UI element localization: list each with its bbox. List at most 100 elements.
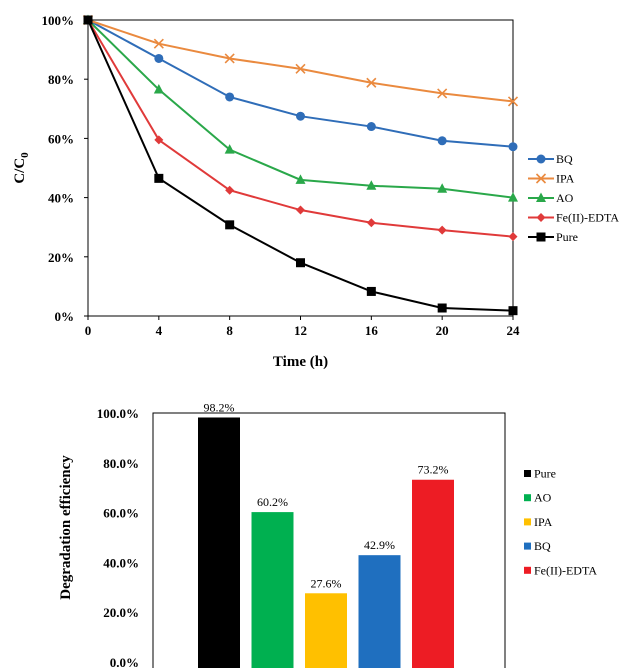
bar-AO [251, 512, 294, 668]
x-tick-label: 20 [436, 323, 449, 338]
bar-IPA [305, 593, 347, 668]
y-tick-label: 100% [42, 13, 75, 28]
data-point [296, 258, 305, 268]
data-point [437, 303, 447, 313]
legend-swatch [524, 470, 531, 477]
legend-item-BQ: BQ [524, 539, 551, 553]
series-line [87, 19, 514, 103]
data-point [437, 183, 448, 193]
data-point [366, 286, 376, 296]
data-label: 27.6% [311, 576, 342, 590]
legend-marker [535, 173, 547, 184]
data-point [154, 135, 164, 145]
x-tick-label: 4 [156, 323, 163, 338]
data-point [507, 96, 519, 107]
legend-label: Fe(II)-EDTA [534, 563, 597, 577]
legend-label: Pure [534, 467, 556, 481]
series-line [87, 19, 514, 238]
data-point [366, 218, 376, 228]
y-tick-label: 0% [55, 309, 75, 324]
data-point [437, 88, 448, 99]
legend-label: Fe(II)-EDTA [556, 211, 619, 225]
legend-marker [536, 192, 546, 202]
legend-label: IPA [534, 515, 553, 529]
data-label: 42.9% [364, 538, 395, 552]
data-point [225, 92, 235, 102]
legend-item-IPA: IPA [524, 515, 553, 529]
x-tick-label: 0 [85, 323, 92, 338]
x-tick-label: 24 [507, 323, 521, 338]
data-point [83, 15, 93, 25]
data-point [366, 77, 377, 88]
y-tick-label: 100.0% [97, 406, 139, 421]
y-axis-title-main: C/C [12, 158, 28, 184]
data-label: 98.2% [204, 400, 235, 414]
legend-marker [536, 213, 546, 222]
x-tick-label: 16 [365, 323, 379, 338]
legend-label: Pure [556, 230, 578, 244]
legend-swatch [524, 518, 531, 526]
data-point [508, 192, 518, 202]
legend-swatch [524, 494, 531, 502]
legend-item-Pure: Pure [528, 230, 578, 244]
plot-frame [87, 19, 514, 317]
data-point [366, 122, 376, 132]
plot-frame [152, 412, 506, 668]
data-point [153, 84, 164, 94]
x-tick-label: 8 [226, 323, 233, 338]
data-point [296, 205, 305, 215]
legend-item-AO: AO [524, 491, 552, 505]
y-tick-label: 80.0% [103, 456, 139, 471]
data-label: 60.2% [257, 495, 288, 509]
legend-swatch [524, 542, 531, 550]
data-point [154, 173, 164, 183]
data-point [508, 142, 518, 152]
series-Fe(II)-EDTA [83, 15, 518, 242]
data-point [153, 38, 164, 49]
bar-Pure [198, 417, 240, 668]
data-label: 73.2% [418, 463, 449, 477]
legend-item-Fe(II)-EDTA: Fe(II)-EDTA [528, 211, 619, 225]
data-point [366, 180, 377, 190]
legend-item-Fe(II)-EDTA: Fe(II)-EDTA [524, 563, 597, 577]
y-tick-label: 0.0% [110, 655, 139, 668]
series-line [87, 19, 514, 199]
y-tick-label: 40.0% [103, 555, 139, 570]
y-tick-label: 20.0% [103, 605, 139, 620]
data-point [224, 53, 235, 64]
data-point [225, 220, 235, 230]
y-tick-label: 60% [48, 131, 74, 146]
legend-label: BQ [534, 539, 551, 553]
legend-label: AO [534, 491, 552, 505]
data-point [225, 185, 235, 195]
series-AO [83, 14, 518, 202]
data-point [154, 53, 164, 63]
legend-item-Pure: Pure [524, 467, 556, 481]
data-point [224, 144, 235, 154]
bar-BQ [358, 555, 401, 668]
legend-item-IPA: IPA [528, 172, 575, 186]
legend-label: IPA [556, 172, 575, 186]
y-tick-label: 40% [48, 191, 74, 206]
legend-item-AO: AO [528, 191, 574, 205]
bar-chart: 0.0% 20.0% 40.0% 60.0% 80.0% 100.0% Degradatio… [58, 400, 597, 668]
data-point [508, 232, 518, 242]
series-Pure [83, 15, 518, 316]
data-point [295, 63, 306, 74]
legend-marker [536, 154, 546, 164]
x-tick-label: 12 [294, 323, 307, 338]
legend-swatch [524, 566, 531, 574]
legend-label: AO [556, 191, 574, 205]
line-chart: 0 4 8 12 16 20 24 0% 20% 40% 60% 80% 100% Time (h) C/C… [12, 13, 619, 370]
y-axis-title: C/C0 [12, 152, 31, 184]
legend-item-BQ: BQ [528, 152, 573, 166]
series-BQ [83, 15, 518, 152]
data-point [437, 136, 447, 146]
bar-Fe(II)-EDTA [412, 479, 454, 668]
y-axis-title-subscript: 0 [19, 152, 31, 158]
y-tick-label: 20% [48, 250, 74, 265]
legend-marker [536, 232, 546, 242]
data-point [296, 111, 305, 121]
data-point [295, 174, 306, 184]
legend-label: BQ [556, 152, 573, 166]
